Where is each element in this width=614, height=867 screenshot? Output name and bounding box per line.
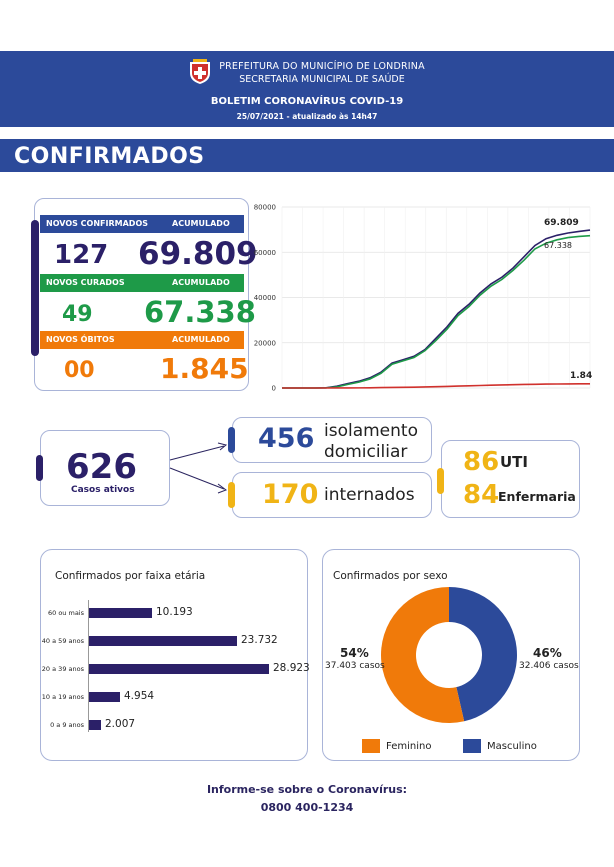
internados-value: 170 (262, 479, 319, 510)
cumulative-line-chart: 80000 60000 40000 20000 0 69.809 67.338 1.845 (254, 204, 592, 393)
age-bar (89, 608, 152, 618)
isolamento-value: 456 (258, 423, 315, 454)
header-line-2: SECRETARIA MUNICIPAL DE SAÚDE (239, 74, 405, 85)
y-tick-label: 20000 (254, 339, 276, 347)
internados-accent-bar (228, 482, 235, 508)
hospital-accent-bar (437, 468, 444, 494)
active-cases-label: Casos ativos (71, 485, 135, 495)
obitos-total: 1.845 (160, 352, 249, 385)
active-accent-bar (36, 455, 43, 481)
uti-value: 86 (463, 447, 500, 477)
curados-end-label: 67.338 (544, 241, 572, 250)
confirmados-new: 127 (54, 240, 109, 270)
masculino-pct: 46% (533, 646, 562, 660)
age-bar (89, 692, 120, 702)
feminino-pct: 54% (340, 646, 369, 660)
feminino-legend-swatch (362, 739, 380, 753)
acumulado-label: ACUMULADO (172, 335, 230, 344)
obitos-new: 00 (64, 358, 95, 383)
feminino-slice (381, 587, 465, 723)
age-bar-value: 4.954 (124, 690, 155, 702)
enfermaria-value: 84 (463, 480, 500, 510)
enfermaria-label: Enfermaria (498, 489, 576, 504)
isolamento-label-1: isolamento (324, 421, 418, 441)
branch-arrows (169, 442, 228, 494)
sex-chart-title: Confirmados por sexo (333, 570, 448, 582)
footer-phone: 0800 400-1234 (260, 801, 354, 814)
age-bar-value: 2.007 (105, 718, 136, 730)
age-category-label: 10 a 19 anos (41, 693, 84, 701)
section-banner (0, 139, 614, 172)
age-bar (89, 636, 237, 646)
obitos-line (282, 383, 591, 389)
active-cases-card (40, 430, 170, 506)
novos-confirmados-label: NOVOS CONFIRMADOS (46, 219, 149, 228)
crest-icon (190, 59, 210, 84)
y-tick-label: 80000 (254, 204, 276, 212)
age-category-label: 0 a 9 anos (50, 721, 84, 729)
feminino-legend-label: Feminino (386, 741, 432, 752)
uti-label: UTI (500, 453, 528, 471)
sex-donut-chart (381, 587, 517, 723)
novos-obitos-label: NOVOS ÓBITOS (46, 335, 115, 344)
bulletin-date: 25/07/2021 - atualizado às 14h47 (236, 112, 378, 121)
masculino-slice (449, 587, 517, 722)
section-title: CONFIRMADOS (14, 144, 205, 169)
masculino-legend-swatch (463, 739, 481, 753)
age-bar-value: 28.923 (273, 662, 310, 674)
age-bar-value: 10.193 (156, 606, 193, 618)
isolamento-accent-bar (228, 427, 235, 453)
confirmados-end-label: 69.809 (544, 218, 579, 228)
internados-label: internados (324, 485, 415, 505)
feminino-cases: 37.403 casos (325, 661, 385, 671)
age-category-label: 40 a 59 anos (41, 637, 84, 645)
obitos-end-label: 1.845 (570, 371, 592, 381)
bulletin-title: BOLETIM CORONAVÍRUS COVID-19 (210, 96, 404, 107)
internados-card (232, 472, 432, 518)
summary-accent-bar (31, 220, 39, 356)
age-category-label: 60 ou mais (47, 609, 84, 617)
hospital-breakdown-card (441, 440, 580, 518)
confirmados-total: 69.809 (138, 236, 258, 272)
curados-total: 67.338 (144, 295, 256, 329)
header: PREFEITURA DO MUNICÍPIO DE LONDRINA SECR… (0, 51, 614, 127)
age-chart-title: Confirmados por faixa etária (55, 570, 206, 582)
masculino-legend-label: Masculino (487, 741, 537, 752)
isolamento-card (232, 417, 432, 463)
footer-line-1: Informe-se sobre o Coronavírus: (206, 783, 408, 796)
masculino-cases: 32.406 casos (519, 661, 579, 671)
curados-label-row: NOVOS CURADOS ACUMULADO (40, 274, 244, 292)
curados-new: 49 (62, 302, 93, 327)
active-cases-value: 626 (66, 447, 137, 487)
acumulado-label: ACUMULADO (172, 219, 230, 228)
confirmados-label-row: NOVOS CONFIRMADOS ACUMULADO (40, 215, 244, 233)
acumulado-label: ACUMULADO (172, 278, 230, 287)
obitos-label-row: NOVOS ÓBITOS ACUMULADO (40, 331, 244, 349)
novos-curados-label: NOVOS CURADOS (46, 278, 125, 287)
y-tick-label: 40000 (254, 294, 276, 302)
age-bar (89, 664, 269, 674)
age-bar-value: 23.732 (241, 634, 278, 646)
sex-chart-card (322, 549, 580, 761)
age-chart-card (40, 549, 308, 761)
y-tick-label: 0 (272, 385, 276, 393)
age-chart-axis (88, 600, 89, 732)
age-category-label: 20 a 39 anos (41, 665, 84, 673)
header-line-1: PREFEITURA DO MUNICÍPIO DE LONDRINA (219, 61, 425, 72)
age-bar (89, 720, 101, 730)
y-tick-label: 60000 (254, 249, 276, 257)
isolamento-label-2: domiciliar (324, 442, 408, 462)
